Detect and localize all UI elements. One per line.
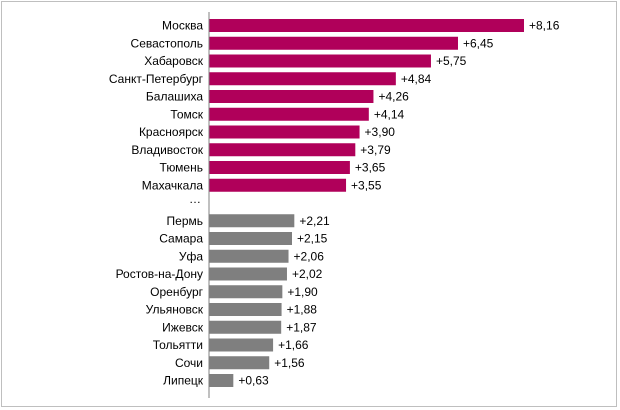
value-label: +6,45	[463, 36, 494, 50]
value-label: +4,14	[374, 107, 405, 121]
category-label: Севастополь	[131, 36, 203, 50]
bar	[209, 267, 287, 281]
bar	[209, 125, 360, 139]
bar	[209, 374, 234, 387]
bar	[209, 107, 369, 121]
bar	[209, 54, 431, 68]
value-label: +1,56	[274, 356, 305, 370]
bar	[209, 72, 396, 86]
ellipsis-label: …	[189, 192, 201, 206]
bar	[209, 143, 356, 157]
category-label: Владивосток	[131, 143, 203, 157]
bar	[209, 19, 524, 32]
value-label: +1,90	[287, 285, 318, 299]
value-label: +3,90	[365, 125, 396, 139]
bar	[209, 232, 292, 245]
category-label: Пермь	[167, 214, 203, 228]
bar	[209, 90, 374, 103]
bar	[209, 249, 289, 263]
category-label: Махачкала	[142, 178, 204, 192]
bar	[209, 338, 274, 352]
value-label: +2,21	[299, 214, 330, 228]
value-label: +1,87	[286, 320, 317, 334]
category-label: Тольятти	[153, 338, 203, 352]
category-label: Ульяновск	[146, 303, 204, 317]
category-label: Сочи	[175, 356, 203, 370]
value-label: +3,65	[355, 161, 386, 175]
value-label: +5,75	[436, 54, 467, 68]
category-label: Санкт-Петербург	[109, 72, 204, 86]
value-label: +8,16	[529, 19, 560, 33]
category-label: Ижевск	[162, 320, 204, 334]
value-label: +2,15	[297, 232, 328, 246]
value-label: +2,02	[292, 267, 323, 281]
category-label: Оренбург	[150, 285, 203, 299]
value-label: +0,63	[238, 374, 269, 388]
category-label: Уфа	[179, 249, 203, 263]
category-label: Тюмень	[160, 161, 203, 175]
value-label: +3,55	[351, 178, 382, 192]
category-label: Красноярск	[139, 125, 204, 139]
value-label: +1,88	[287, 303, 318, 317]
bar	[209, 320, 282, 334]
value-label: +1,66	[278, 338, 309, 352]
category-label: Москва	[162, 19, 203, 33]
bar	[209, 36, 458, 50]
value-label: +3,79	[360, 143, 391, 157]
bar	[209, 161, 350, 174]
category-label: Самара	[159, 232, 203, 246]
bar	[209, 214, 295, 228]
value-label: +4,84	[401, 72, 432, 86]
bar	[209, 303, 282, 316]
bar	[209, 356, 270, 370]
category-label: Балашиха	[146, 90, 203, 104]
value-label: +2,06	[294, 249, 325, 263]
category-label: Липецк	[163, 374, 204, 388]
bar	[209, 285, 283, 299]
category-label: Ростов-на-Дону	[116, 267, 203, 281]
bar	[209, 178, 347, 192]
category-label: Хабаровск	[144, 54, 204, 68]
value-label: +4,26	[378, 90, 409, 104]
category-label: Томск	[170, 107, 203, 121]
